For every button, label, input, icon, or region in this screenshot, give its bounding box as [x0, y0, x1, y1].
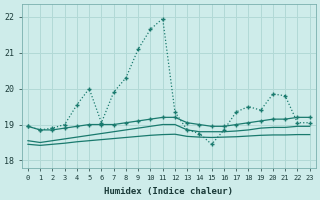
X-axis label: Humidex (Indice chaleur): Humidex (Indice chaleur)	[104, 187, 233, 196]
